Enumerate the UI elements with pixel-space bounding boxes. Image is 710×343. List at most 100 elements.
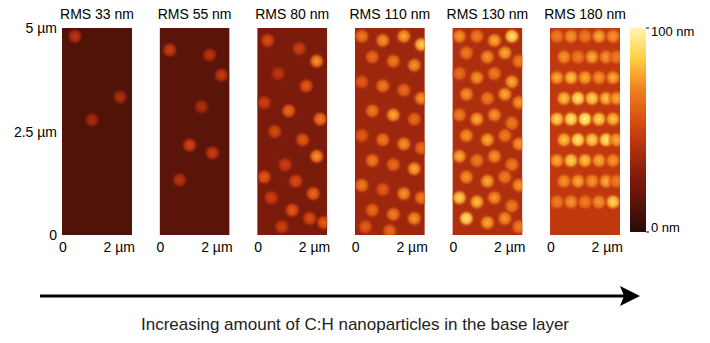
particle xyxy=(374,131,392,149)
particle xyxy=(468,69,486,87)
particle xyxy=(452,147,468,165)
colorbar-tick xyxy=(646,28,649,29)
particle xyxy=(405,110,423,128)
particle xyxy=(412,189,425,207)
particle xyxy=(604,110,620,128)
particle xyxy=(363,48,381,66)
particle xyxy=(66,28,84,45)
particle xyxy=(608,89,621,107)
particle xyxy=(412,36,425,54)
particle xyxy=(273,218,291,235)
particle xyxy=(315,214,327,232)
particle xyxy=(280,102,298,120)
particle xyxy=(457,168,475,186)
panel-title: RMS 180 nm xyxy=(544,6,626,22)
particle xyxy=(510,52,522,70)
particle xyxy=(257,94,273,112)
caption: Increasing amount of C:H nanoparticles i… xyxy=(141,315,569,334)
x-tick-label: 2 µm xyxy=(592,239,623,255)
particle xyxy=(452,65,468,83)
colorbar xyxy=(630,28,646,232)
particle xyxy=(283,201,301,219)
particle xyxy=(510,218,522,235)
particle xyxy=(381,222,399,235)
particle xyxy=(604,28,620,45)
x-tick-label: 2 µm xyxy=(494,239,525,255)
particle xyxy=(297,77,315,95)
particle xyxy=(363,151,381,169)
particle xyxy=(213,66,230,84)
arrow-head xyxy=(620,286,640,306)
particle xyxy=(457,44,475,62)
x-tick-label: 0 xyxy=(352,239,360,255)
particle xyxy=(355,73,371,91)
particle xyxy=(604,193,620,211)
particle xyxy=(384,52,402,70)
particle xyxy=(161,41,179,59)
colorbar-tick xyxy=(646,232,649,233)
particle xyxy=(294,131,312,149)
particle xyxy=(363,201,381,219)
particle xyxy=(355,176,371,194)
x-tick-label: 0 xyxy=(449,239,457,255)
particle xyxy=(405,209,423,227)
particle xyxy=(257,168,273,186)
colorbar-label: 100 nm xyxy=(651,24,694,39)
particle xyxy=(304,185,322,203)
particle xyxy=(308,147,326,165)
panel-image xyxy=(160,28,230,235)
background xyxy=(62,28,132,235)
panel-title: RMS 130 nm xyxy=(447,6,529,22)
particle xyxy=(452,28,468,45)
particle xyxy=(412,89,425,107)
colorbar-label: 0 nm xyxy=(651,220,680,235)
particle xyxy=(262,189,280,207)
panel-image xyxy=(550,28,620,235)
particle xyxy=(478,89,496,107)
particle xyxy=(193,98,211,116)
particle xyxy=(311,110,327,128)
panel-title: RMS 33 nm xyxy=(60,6,134,22)
particle xyxy=(405,160,423,178)
particle xyxy=(269,65,287,83)
particle xyxy=(604,69,620,87)
x-tick-label: 2 µm xyxy=(104,239,135,255)
background xyxy=(160,28,230,235)
particle xyxy=(374,31,392,49)
particle xyxy=(276,156,294,174)
particle xyxy=(503,28,521,45)
particle xyxy=(457,85,475,103)
particle xyxy=(405,56,423,74)
particle xyxy=(412,139,425,157)
particle xyxy=(485,65,503,83)
particle xyxy=(355,28,371,45)
particle xyxy=(478,131,496,149)
particle xyxy=(201,46,219,64)
particle xyxy=(290,40,308,58)
panel-image xyxy=(452,28,522,235)
particle xyxy=(457,209,475,227)
particle xyxy=(356,218,374,235)
particle xyxy=(395,185,413,203)
particle xyxy=(478,214,496,232)
particle xyxy=(384,156,402,174)
particle xyxy=(510,135,522,153)
particle xyxy=(457,127,475,145)
y-tick-label: 5 µm xyxy=(26,20,57,36)
particle xyxy=(452,189,468,207)
particle xyxy=(510,94,522,112)
x-tick-label: 0 xyxy=(254,239,262,255)
background xyxy=(257,28,327,235)
particle xyxy=(384,106,402,124)
particle xyxy=(266,123,284,141)
figure: RMS 33 nm02 µm02.5 µm5 µmRMS 55 nm02 µmR… xyxy=(0,0,710,343)
particle xyxy=(478,48,496,66)
particle xyxy=(510,176,522,194)
particle xyxy=(468,151,486,169)
panel-image xyxy=(355,28,425,235)
arrow-shaft xyxy=(40,295,628,298)
particle xyxy=(608,48,621,66)
particle xyxy=(203,144,221,162)
particle xyxy=(485,106,503,124)
particle xyxy=(608,131,621,149)
